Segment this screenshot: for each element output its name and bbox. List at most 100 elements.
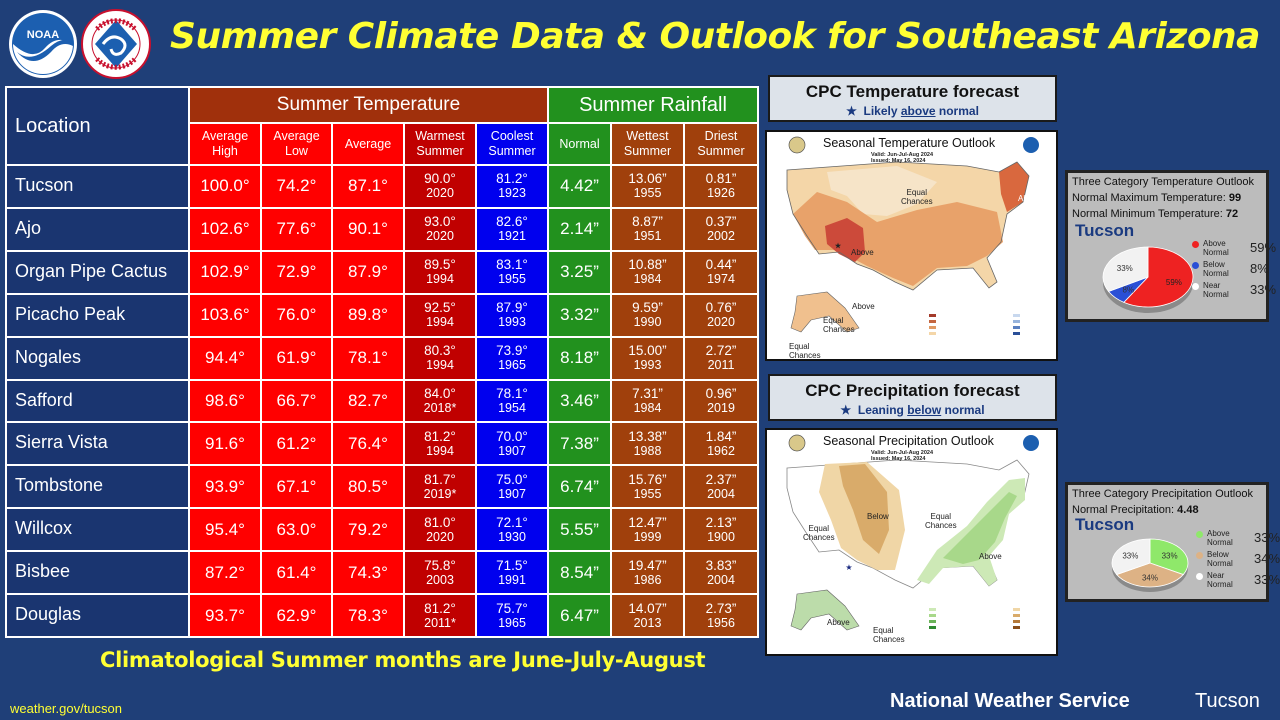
driest-cell: 0.96” 2019 <box>685 380 758 422</box>
temp-equal-chances-label: Equal Chances <box>901 188 933 206</box>
warmest-cell: 81.0° 2020 <box>405 509 475 551</box>
coolest-cell: 82.6° 1921 <box>477 208 547 250</box>
temp-legend-pct: 59% <box>1250 240 1277 255</box>
temp-slice-near <box>1102 246 1149 292</box>
svg-text:★: ★ <box>845 563 852 572</box>
normal-rain-cell: 3.46” <box>549 380 610 422</box>
avg-high-cell: 103.6° <box>190 294 260 336</box>
website-link[interactable]: weather.gov/tucson <box>10 701 123 716</box>
precip-below-label: Below <box>867 512 889 521</box>
normal-rain-cell: 3.25” <box>549 251 610 293</box>
warmest-cell: 81.7° 2019* <box>405 466 475 508</box>
wettest-cell: 14.07” 2013 <box>612 595 683 636</box>
temp-outlook-panel: Three Category Temperature Outlook Norma… <box>1065 170 1276 322</box>
normal-rain-cell: 5.55” <box>549 509 610 551</box>
climate-table: Location Summer Temperature Summer Rainf… <box>5 86 760 638</box>
driest-cell: 3.83” 2004 <box>685 552 758 594</box>
avg-low-cell: 77.6° <box>262 208 331 250</box>
precip-legend-label: Above Normal <box>1207 529 1233 547</box>
warmest-cell: 90.0° 2020 <box>405 166 475 207</box>
average-cell: 78.1° <box>333 337 403 379</box>
precip-legend-dot <box>1196 531 1203 538</box>
table-row: Willcox 95.4° 63.0° 79.2° 81.0° 2020 72.1° 1930… <box>7 509 758 551</box>
wettest-cell: 12.47” 1999 <box>612 509 683 551</box>
summer-temperature-header: Summer Temperature <box>190 88 547 122</box>
table-row: Safford 98.6° 66.7° 82.7° 84.0° 2018* 78.1° 195… <box>7 380 758 422</box>
precip-above-ak-label: Above <box>827 618 850 627</box>
avg-low-cell: 72.9° <box>262 251 331 293</box>
avg-low-cell: 61.4° <box>262 552 331 594</box>
temp-above-ak-label: Above <box>852 302 875 311</box>
temp-map-title: Seasonal Temperature Outlook <box>823 136 996 150</box>
office-name: Tucson <box>1195 690 1260 712</box>
location-cell: Ajo <box>7 208 188 250</box>
average-cell: 87.1° <box>333 166 403 207</box>
coolest-cell: 71.5° 1991 <box>477 552 547 594</box>
star-icon: ★ <box>846 104 857 118</box>
temp-map-valid: Valid: Jun-Jul-Aug 2024 Issued: May 16, 2… <box>871 152 934 164</box>
wettest-cell: 13.06” 1955 <box>612 166 683 207</box>
coolest-cell: 72.1° 1930 <box>477 509 547 551</box>
driest-header: Driest Summer <box>685 124 758 164</box>
table-row: Sierra Vista 91.6° 61.2° 76.4° 81.2° 1994 70.0… <box>7 423 758 465</box>
temp-above-sw-label: Above <box>851 248 874 257</box>
precip-slice-near <box>1111 538 1151 576</box>
precip-outlook-map: ★ Seasonal Precipitation Outlook Valid: … <box>765 428 1058 656</box>
location-cell: Sierra Vista <box>7 423 188 465</box>
avg-high-cell: 87.2° <box>190 552 260 594</box>
driest-cell: 0.37” 2002 <box>685 208 758 250</box>
precip-equal-chances-label: Equal Chances <box>925 512 957 530</box>
location-cell: Douglas <box>7 595 188 636</box>
location-cell: Safford <box>7 380 188 422</box>
precip-legend-pct: 33% <box>1254 572 1280 587</box>
driest-cell: 0.44” 1974 <box>685 251 758 293</box>
svg-text:NOAA: NOAA <box>27 29 59 41</box>
avg-low-cell: 66.7° <box>262 380 331 422</box>
temp-legend-dot <box>1192 262 1199 269</box>
avg-low-cell: 61.9° <box>262 337 331 379</box>
cpc-precip-subtitle: ★ Leaning below normal <box>840 403 985 417</box>
average-cell: 74.3° <box>333 552 403 594</box>
normal-rain-cell: 3.32” <box>549 294 610 336</box>
temp-legend-dot <box>1192 241 1199 248</box>
avg-high-cell: 94.4° <box>190 337 260 379</box>
driest-cell: 2.37” 2004 <box>685 466 758 508</box>
warmest-cell: 84.0° 2018* <box>405 380 475 422</box>
temp-pie-chart: 59% 8% 33% <box>1102 246 1194 313</box>
precip-slice-label: 33% <box>1122 552 1138 561</box>
driest-cell: 1.84” 1962 <box>685 423 758 465</box>
wettest-cell: 9.59” 1990 <box>612 294 683 336</box>
avg-high-cell: 93.9° <box>190 466 260 508</box>
table-row: Organ Pipe Cactus 102.9° 72.9° 87.9° 89.5° 19… <box>7 251 758 293</box>
warmest-cell: 81.2° 2011* <box>405 595 475 636</box>
driest-cell: 2.72” 2011 <box>685 337 758 379</box>
precip-map-title: Seasonal Precipitation Outlook <box>823 434 994 448</box>
page-title: Summer Climate Data & Outlook for Southe… <box>170 16 1260 57</box>
cpc-precip-box: CPC Precipitation forecast ★ Leaning bel… <box>768 374 1057 421</box>
table-row: Picacho Peak 103.6° 76.0° 89.8° 92.5° 1994 87.… <box>7 294 758 336</box>
normal-max-temp: Normal Maximum Temperature: 99 <box>1072 192 1242 204</box>
location-cell: Tombstone <box>7 466 188 508</box>
location-cell: Picacho Peak <box>7 294 188 336</box>
avg-high-cell: 98.6° <box>190 380 260 422</box>
coolest-cell: 75.7° 1965 <box>477 595 547 636</box>
noaa-logo: NOAA <box>9 10 77 78</box>
precip-legend-pct: 34% <box>1254 551 1280 566</box>
wettest-cell: 10.88” 1984 <box>612 251 683 293</box>
avg-low-cell: 76.0° <box>262 294 331 336</box>
normal-rain-header: Normal <box>549 124 610 164</box>
average-cell: 76.4° <box>333 423 403 465</box>
legend-table <box>927 300 1053 358</box>
driest-cell: 2.13” 1900 <box>685 509 758 551</box>
location-cell: Bisbee <box>7 552 188 594</box>
location-cell: Nogales <box>7 337 188 379</box>
precip-legend-label: Below Normal <box>1207 550 1233 568</box>
precip-legend-pct: 33% <box>1254 530 1280 545</box>
normal-rain-cell: 8.18” <box>549 337 610 379</box>
wettest-cell: 15.76” 1955 <box>612 466 683 508</box>
warmest-cell: 93.0° 2020 <box>405 208 475 250</box>
table-row: Bisbee 87.2° 61.4° 74.3° 75.8° 2003 71.5° 1991 8… <box>7 552 758 594</box>
temp-legend-dot <box>1192 283 1199 290</box>
cpc-precip-title: CPC Precipitation forecast <box>805 381 1020 400</box>
warmest-cell: 80.3° 1994 <box>405 337 475 379</box>
